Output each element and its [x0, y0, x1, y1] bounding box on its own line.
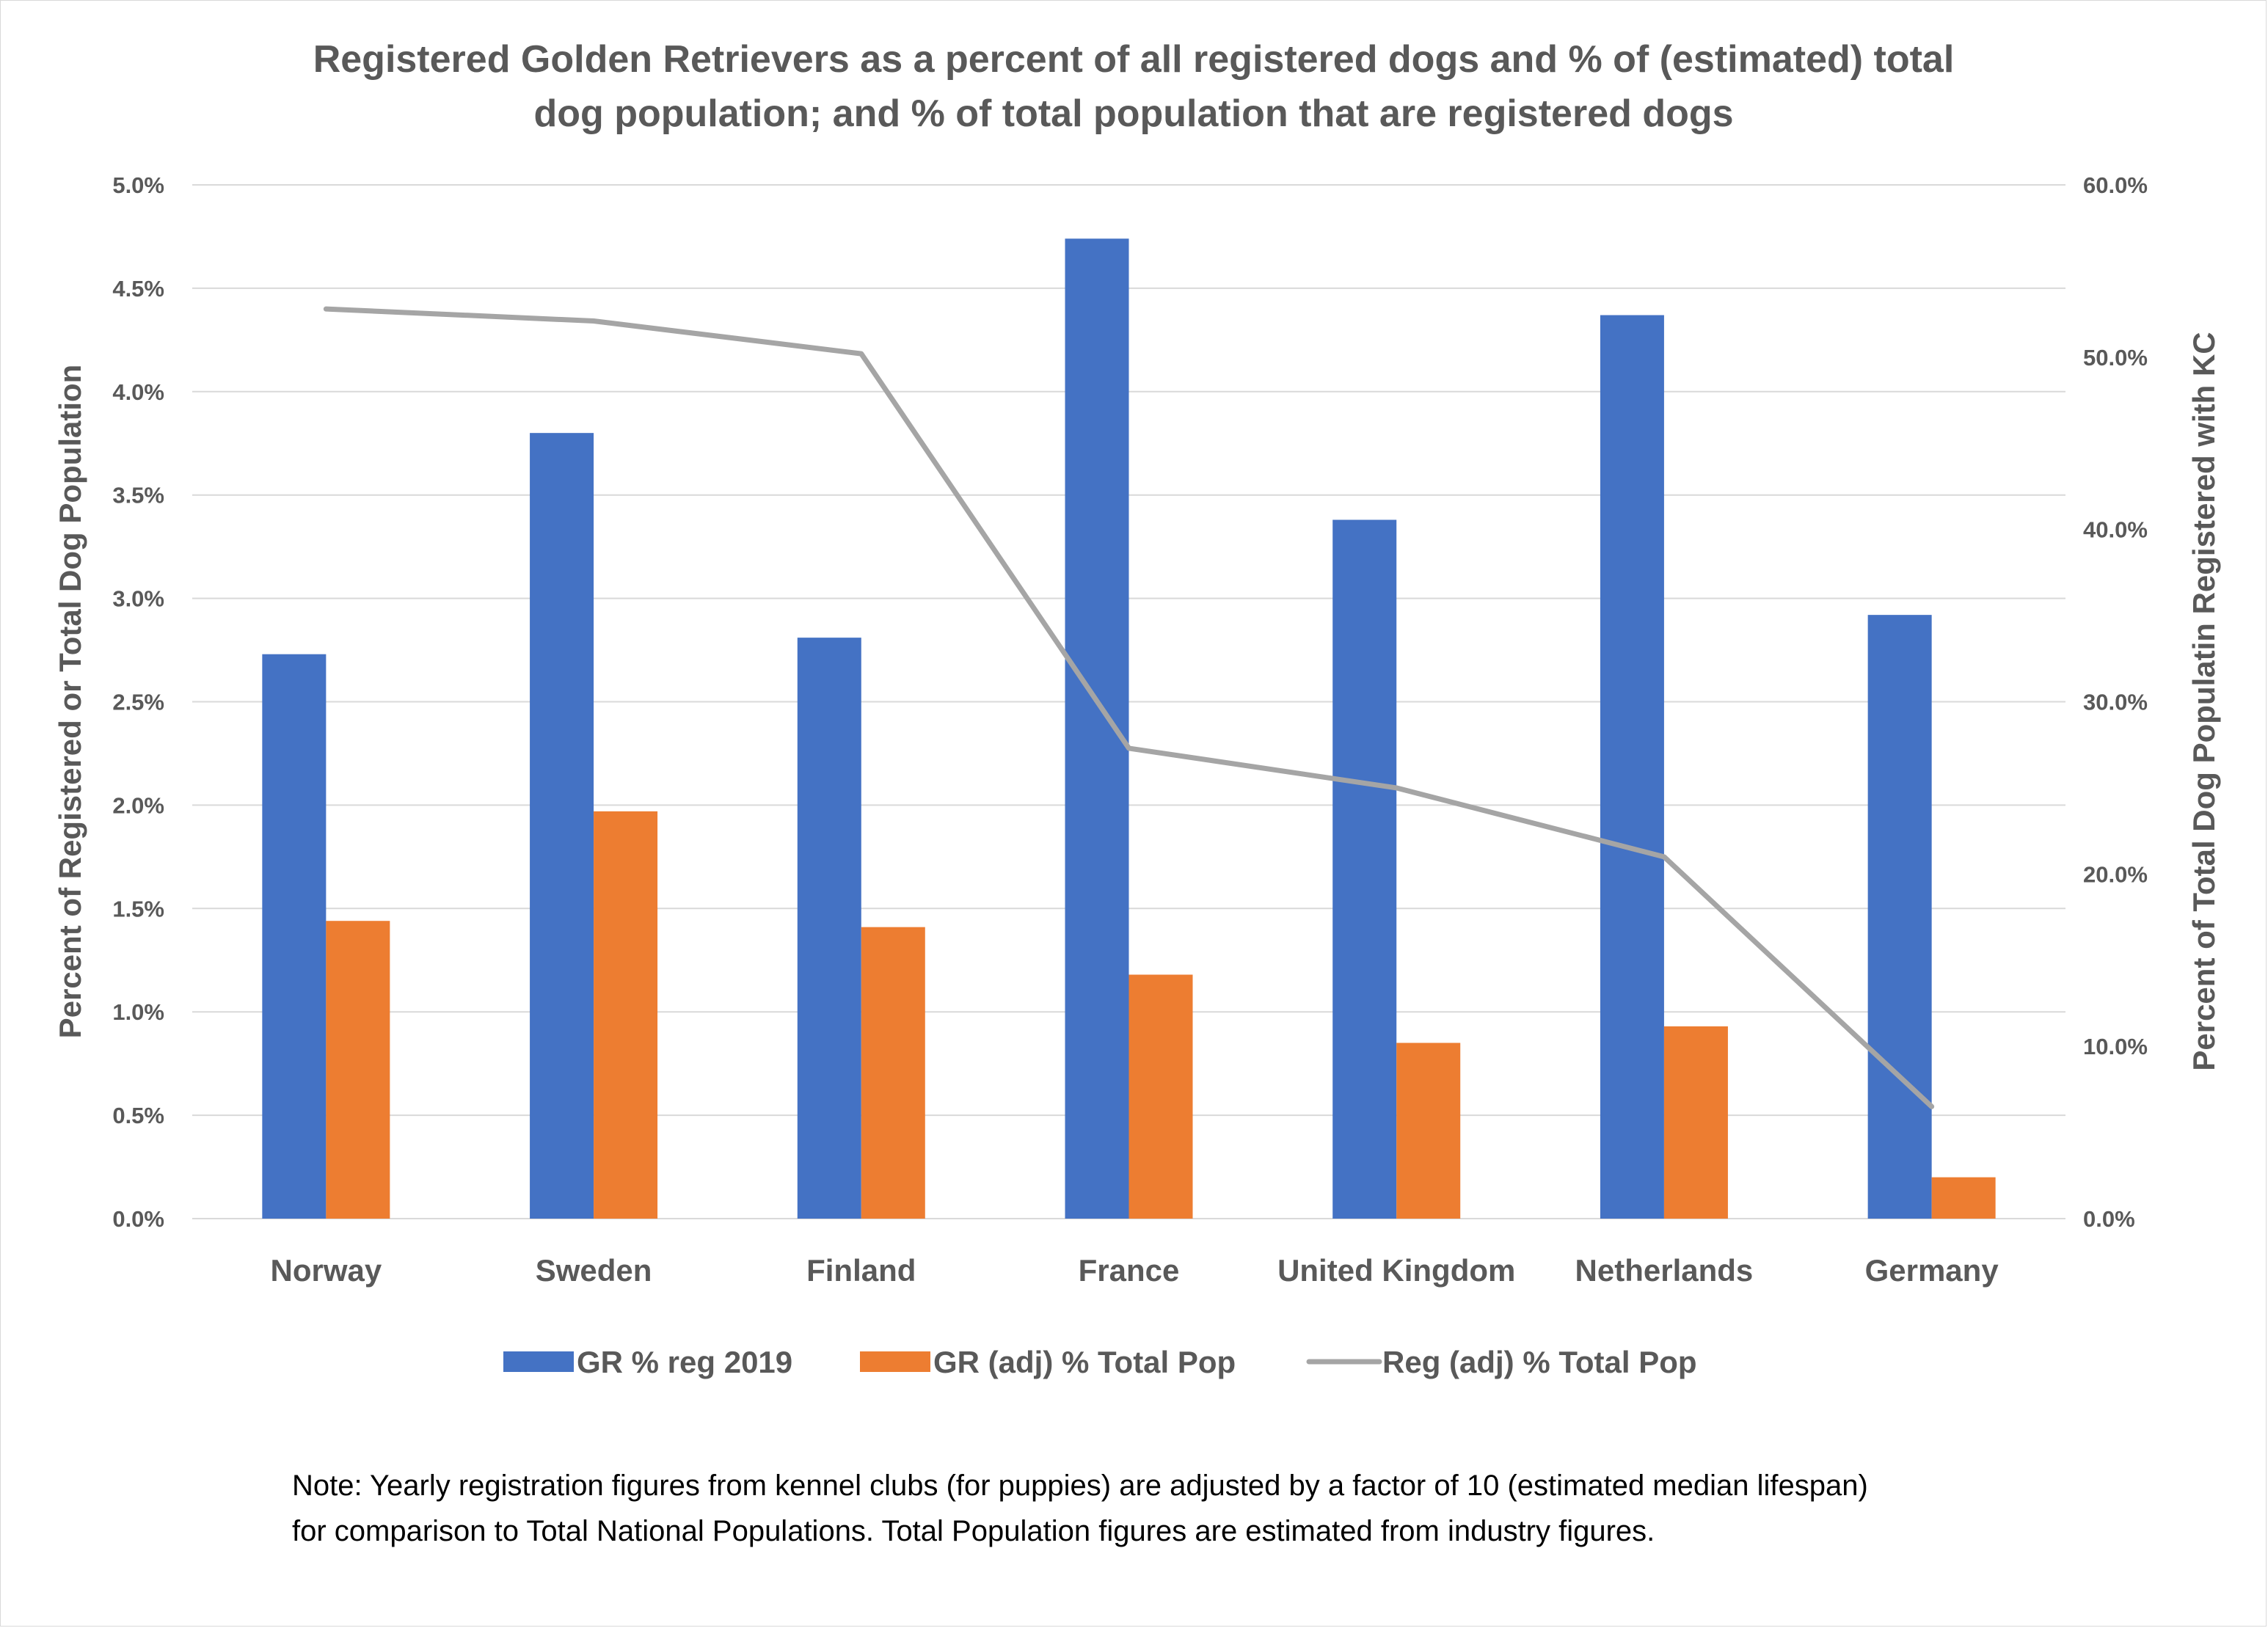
- category-label: Netherlands: [1575, 1253, 1754, 1288]
- left-tick-label: 5.0%: [112, 172, 164, 198]
- bar-gr-pct-reg: [530, 433, 594, 1219]
- bar-gr-adj-pct-total: [1663, 1026, 1728, 1219]
- bar-gr-pct-reg: [262, 654, 327, 1219]
- legend-swatch: [860, 1351, 930, 1372]
- bar-gr-adj-pct-total: [861, 927, 925, 1219]
- left-axis-title: Percent of Registered or Total Dog Popul…: [53, 365, 87, 1039]
- chart-title-line-1: Registered Golden Retrievers as a percen…: [313, 38, 1955, 81]
- left-tick-label: 0.5%: [112, 1103, 164, 1128]
- left-tick-label: 1.0%: [112, 999, 164, 1025]
- category-label: Sweden: [536, 1253, 652, 1288]
- category-label: Norway: [270, 1253, 382, 1288]
- footnote: Note: Yearly registration figures from k…: [292, 1470, 1868, 1547]
- left-tick-label: 4.5%: [112, 276, 164, 302]
- right-tick-label: 60.0%: [2083, 172, 2148, 198]
- left-tick-label: 4.0%: [112, 379, 164, 405]
- right-tick-label: 30.0%: [2083, 690, 2148, 715]
- left-tick-label: 3.5%: [112, 483, 164, 508]
- bar-gr-pct-reg: [797, 638, 861, 1219]
- legend-label: GR % reg 2019: [577, 1345, 792, 1379]
- left-tick-label: 3.0%: [112, 586, 164, 612]
- bar-gr-pct-reg: [1332, 519, 1397, 1219]
- left-tick-label: 1.5%: [112, 896, 164, 921]
- category-axis-labels: Norway Sweden Finland France United Kingdom N…: [270, 1253, 1999, 1288]
- bar-gr-pct-reg: [1065, 238, 1129, 1219]
- bar-gr-adj-pct-total: [1931, 1177, 1996, 1219]
- bar-gr-pct-reg: [1867, 615, 1932, 1219]
- right-tick-label: 40.0%: [2083, 517, 2148, 543]
- chart-title: Registered Golden Retrievers as a percen…: [313, 38, 1955, 135]
- right-tick-label: 50.0%: [2083, 345, 2148, 371]
- legend: GR % reg 2019 GR (adj) % Total Pop Reg (ad…: [503, 1345, 1697, 1379]
- bar-gr-adj-pct-total: [1396, 1043, 1461, 1219]
- bar-series: [262, 238, 1996, 1219]
- bar-gr-pct-reg: [1600, 315, 1664, 1219]
- left-tick-label: 2.5%: [112, 690, 164, 715]
- right-tick-label: 0.0%: [2083, 1206, 2135, 1232]
- legend-swatch: [503, 1351, 574, 1372]
- right-axis-title: Percent of Total Dog Populatin Registere…: [2187, 332, 2221, 1070]
- bar-gr-adj-pct-total: [326, 921, 390, 1219]
- category-label: Germany: [1865, 1253, 1999, 1288]
- legend-label: GR (adj) % Total Pop: [933, 1345, 1236, 1379]
- left-tick-label: 0.0%: [112, 1206, 164, 1232]
- footnote-line-1: Note: Yearly registration figures from k…: [292, 1470, 1868, 1502]
- right-tick-label: 10.0%: [2083, 1034, 2148, 1059]
- line-series: [323, 306, 1935, 1109]
- category-label: United Kingdom: [1277, 1253, 1515, 1288]
- bar-gr-adj-pct-total: [594, 811, 658, 1219]
- category-label: Finland: [806, 1253, 916, 1288]
- legend-label: Reg (adj) % Total Pop: [1382, 1345, 1697, 1379]
- category-label: France: [1079, 1253, 1180, 1288]
- chart-title-line-2: dog population; and % of total populatio…: [533, 92, 1733, 135]
- left-axis-ticks: 0.0% 0.5% 1.0% 1.5% 2.0% 2.5% 3.0% 3.5% 4.0% 4.5%…: [112, 172, 164, 1232]
- left-tick-label: 2.0%: [112, 792, 164, 818]
- right-tick-label: 20.0%: [2083, 861, 2148, 887]
- footnote-line-2: for comparison to Total National Populat…: [292, 1515, 1655, 1547]
- line-reg-adj-pct-total: [323, 306, 1935, 1109]
- bar-gr-adj-pct-total: [1128, 974, 1193, 1219]
- right-axis-ticks: 0.0% 10.0% 20.0% 30.0% 40.0% 50.0% 60.0%: [2083, 172, 2148, 1232]
